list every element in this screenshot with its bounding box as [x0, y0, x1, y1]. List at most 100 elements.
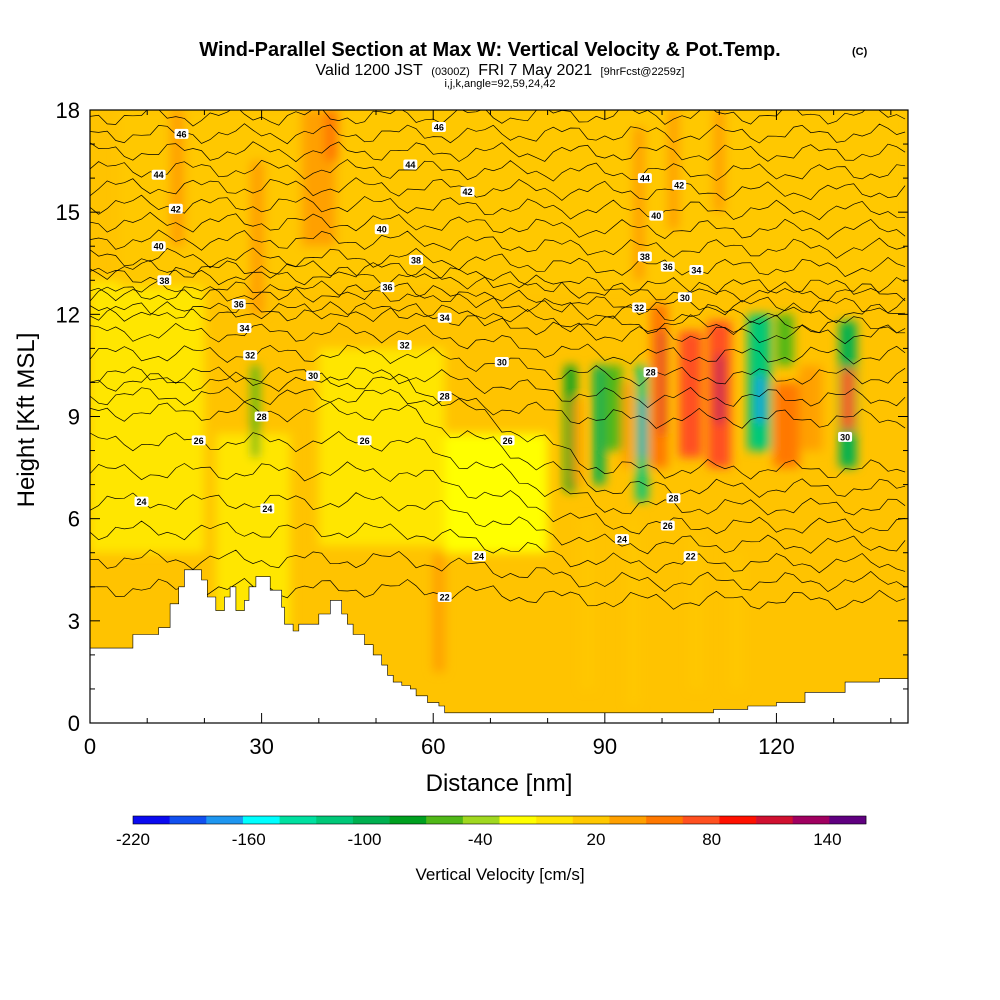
isentrope-label: 44 — [405, 160, 415, 170]
colorbar-swatch — [279, 816, 317, 824]
isentrope-label-box — [157, 275, 172, 286]
isentrope-label: 44 — [640, 174, 650, 184]
colorbar-tick-label: -40 — [468, 830, 493, 849]
subtitle-date: FRI 7 May 2021 — [478, 62, 592, 79]
isentrope-label: 30 — [840, 432, 850, 442]
isentrope-label-box — [637, 173, 652, 184]
isentrope-label: 28 — [257, 412, 267, 422]
colorbar-swatch — [572, 816, 610, 824]
isentrope-line — [90, 386, 906, 429]
x-tick-label: 0 — [84, 734, 96, 759]
isentrope-label-box — [494, 357, 509, 368]
isentrope-line — [90, 371, 906, 480]
isentrope-label-box — [437, 391, 452, 402]
velocity-cell — [633, 127, 645, 281]
isentrope-label: 24 — [617, 535, 627, 545]
isentrope-line — [90, 322, 906, 365]
isentrope-line — [90, 159, 906, 182]
isentrope-label: 30 — [497, 358, 507, 368]
colorbar-tick-labels: -220 -160 -100 -40 20 80 140 — [116, 830, 842, 849]
y-tick-label: 3 — [68, 609, 80, 634]
isentrope-label: 26 — [360, 436, 370, 446]
colorbar-swatch — [536, 816, 574, 824]
isentrope-label: 32 — [400, 340, 410, 350]
isentrope-label-box — [637, 251, 652, 262]
isentrope-label: 24 — [262, 504, 272, 514]
isentrope-label-box — [168, 203, 183, 214]
isentrope-label-box — [260, 503, 275, 514]
isentrope-label: 28 — [440, 392, 450, 402]
velocity-cell — [433, 552, 445, 672]
colorbar — [132, 815, 867, 825]
isentrope-label-box — [174, 128, 189, 139]
isentrope-label: 34 — [440, 313, 450, 323]
isentrope-line — [90, 259, 906, 303]
isentrope-label: 40 — [651, 211, 661, 221]
isentrope-label-box — [437, 591, 452, 602]
isentrope-line — [90, 577, 906, 611]
isentrope-label-box — [151, 241, 166, 252]
velocity-cell — [118, 110, 908, 288]
isentrope-label-box — [380, 282, 395, 293]
isentrope-label-box — [306, 370, 321, 381]
x-axis: 0 30 60 90 120 — [84, 110, 892, 759]
isentrope-label: 40 — [154, 242, 164, 252]
isentrope-label-box — [471, 551, 486, 562]
x-tick-label: 30 — [249, 734, 273, 759]
isentrope-label-box — [683, 551, 698, 562]
isentrope-line — [90, 280, 906, 324]
isentrope-label: 26 — [503, 436, 513, 446]
isentrope-label-box — [134, 496, 149, 507]
velocity-cell — [667, 110, 680, 230]
isentrope-label: 42 — [171, 204, 181, 214]
isentrope-label-box — [460, 186, 475, 197]
isentrope-label: 22 — [440, 592, 450, 602]
velocity-cell — [318, 348, 445, 546]
isentrope-label-box — [677, 292, 692, 303]
y-axis-label: Height [Kft MSL] — [13, 333, 40, 508]
y-tick-label: 6 — [68, 507, 80, 532]
isentrope-label-box — [649, 210, 664, 221]
colorbar-swatch — [719, 816, 757, 824]
colorbar-tick-label: 20 — [586, 830, 605, 849]
isentrope-line — [90, 177, 906, 201]
colorbar-swatch — [792, 816, 830, 824]
isentrope-label-box — [397, 339, 412, 350]
velocity-cell — [730, 552, 743, 689]
colorbar-tick-label: -160 — [232, 830, 266, 849]
isentrope-label-box — [403, 159, 418, 170]
terrain-mask — [90, 569, 908, 723]
x-tick-label: 120 — [758, 734, 795, 759]
isentrope-line — [90, 366, 906, 409]
isentrope-line — [90, 247, 906, 278]
isentrope-label-box — [409, 254, 424, 265]
isentrope-line — [90, 229, 906, 259]
isentrope-label-box — [500, 435, 515, 446]
isentrope-line — [90, 110, 906, 127]
isentrope-label: 30 — [680, 293, 690, 303]
isentrope-line — [90, 284, 906, 316]
velocity-cell — [759, 110, 771, 213]
subtitle-indices: i,j,k,angle=92,59,24,42 — [444, 78, 555, 90]
velocity-cell — [627, 518, 640, 706]
isentrope-line — [90, 549, 906, 593]
colorbar-frame — [132, 815, 867, 825]
plot-area: 46 46 44 44 44 42 42 42 40 40 40 38 38 38 36 36 36 34 34 34… — [90, 110, 908, 723]
isentrope-label: 46 — [177, 129, 187, 139]
velocity-cell — [444, 433, 548, 553]
isentrope-contours — [90, 110, 906, 611]
isentrope-label-box — [231, 299, 246, 310]
isentrope-line — [90, 492, 906, 555]
colorbar-swatch — [682, 816, 720, 824]
isentrope-label: 36 — [663, 262, 673, 272]
isentrope-label-box — [437, 312, 452, 323]
isentrope-label-box — [666, 493, 681, 504]
velocity-cell — [621, 382, 634, 468]
isentrope-line — [90, 301, 906, 345]
velocity-cell — [799, 365, 823, 451]
isentrope-label: 32 — [634, 303, 644, 313]
subtitle-valid: Valid 1200 JST — [316, 62, 424, 79]
colorbar-tick-label: 80 — [702, 830, 721, 849]
